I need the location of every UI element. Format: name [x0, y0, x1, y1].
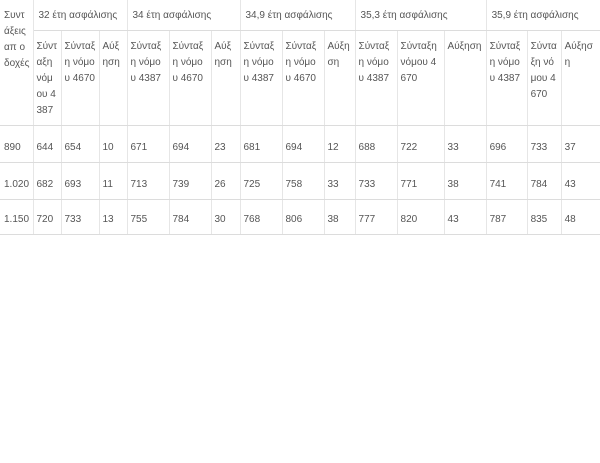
- table-cell: 48: [561, 199, 600, 235]
- table-cell: 733: [355, 162, 398, 200]
- table-cell: 733: [61, 199, 100, 235]
- table-cell: 688: [355, 125, 398, 163]
- table-cell: 23: [211, 125, 241, 163]
- table-cell: 38: [444, 162, 487, 200]
- table-cell: 768: [240, 199, 283, 235]
- table-row: 1.020 682 693 11 713 739 26 725 758 33 7…: [0, 162, 600, 200]
- table-cell: 806: [282, 199, 325, 235]
- table-cell: 820: [397, 199, 445, 235]
- table-cell: 43: [444, 199, 487, 235]
- table-row: 890 644 654 10 671 694 23 681 694 12 688…: [0, 125, 600, 163]
- table-cell: 787: [486, 199, 528, 235]
- table-cell: 784: [169, 199, 212, 235]
- table-cell: 26: [211, 162, 241, 200]
- table-cell: 33: [444, 125, 487, 163]
- table-cell: 10: [99, 125, 128, 163]
- subheader-cell: Αύξηση: [324, 30, 356, 126]
- subheader-cell: Σύνταξη νόμου 4670: [397, 30, 445, 126]
- table-cell: 725: [240, 162, 283, 200]
- subheader-cell: Σύνταξη νόμου 4387: [355, 30, 398, 126]
- subheader-row: Σύνταξη νόμου 4387 Σύνταξη νόμου 4670 Αύ…: [0, 30, 600, 126]
- subheader-cell: Σύνταξη νόμου 4670: [61, 30, 100, 126]
- table-cell: 33: [324, 162, 356, 200]
- salary-cell: 890: [0, 125, 34, 163]
- table-cell: 733: [527, 125, 562, 163]
- table-cell: 758: [282, 162, 325, 200]
- table-cell: 12: [324, 125, 356, 163]
- table-cell: 30: [211, 199, 241, 235]
- table-cell: 681: [240, 125, 283, 163]
- salary-cell: 1.020: [0, 162, 34, 200]
- subheader-cell: Σύνταξη νόμου 4387: [33, 30, 62, 126]
- group-header-32: 32 έτη ασφάλισης: [33, 0, 128, 31]
- table-cell: 38: [324, 199, 356, 235]
- group-header-35-9: 35,9 έτη ασφάλισης: [486, 0, 600, 31]
- pension-comparison-table: Συντάξεις απ οδοχές 32 έτη ασφάλισης 34 …: [0, 0, 600, 235]
- table-cell: 696: [486, 125, 528, 163]
- table-cell: 739: [169, 162, 212, 200]
- subheader-cell: Σύνταξη νόμου 4670: [527, 30, 562, 126]
- table-cell: 654: [61, 125, 100, 163]
- subheader-cell: Σύνταξη νόμου 4387: [486, 30, 528, 126]
- table-row: 1.150 720 733 13 755 784 30 768 806 38 7…: [0, 199, 600, 235]
- subheader-cell: Αύξηση: [211, 30, 241, 126]
- table-cell: 694: [282, 125, 325, 163]
- table-cell: 784: [527, 162, 562, 200]
- table-cell: 694: [169, 125, 212, 163]
- table-cell: 43: [561, 162, 600, 200]
- subheader-cell: Σύνταξη νόμου 4387: [127, 30, 170, 126]
- subheader-cell: Αύξηση: [444, 30, 487, 126]
- table-cell: 741: [486, 162, 528, 200]
- table-cell: 644: [33, 125, 62, 163]
- table-cell: 835: [527, 199, 562, 235]
- table-cell: 720: [33, 199, 62, 235]
- subheader-cell: Αύξηση: [561, 30, 600, 126]
- table-cell: 693: [61, 162, 100, 200]
- table-cell: 37: [561, 125, 600, 163]
- group-header-34: 34 έτη ασφάλισης: [127, 0, 241, 31]
- table-cell: 671: [127, 125, 170, 163]
- salary-column-header: Συντάξεις απ οδοχές: [0, 0, 34, 126]
- table-cell: 713: [127, 162, 170, 200]
- table-cell: 722: [397, 125, 445, 163]
- table-cell: 11: [99, 162, 128, 200]
- subheader-cell: Σύνταξη νόμου 4670: [169, 30, 212, 126]
- table-cell: 682: [33, 162, 62, 200]
- table-cell: 13: [99, 199, 128, 235]
- group-header-row: Συντάξεις απ οδοχές 32 έτη ασφάλισης 34 …: [0, 0, 600, 126]
- subheader-cell: Σύνταξη νόμου 4387: [240, 30, 283, 126]
- table-cell: 777: [355, 199, 398, 235]
- table-cell: 771: [397, 162, 445, 200]
- group-header-34-9: 34,9 έτη ασφάλισης: [240, 0, 356, 31]
- table-cell: 755: [127, 199, 170, 235]
- subheader-cell: Σύνταξη νόμου 4670: [282, 30, 325, 126]
- subheader-cell: Αύξηση: [99, 30, 128, 126]
- salary-cell: 1.150: [0, 199, 34, 235]
- group-header-35-3: 35,3 έτη ασφάλισης: [355, 0, 487, 31]
